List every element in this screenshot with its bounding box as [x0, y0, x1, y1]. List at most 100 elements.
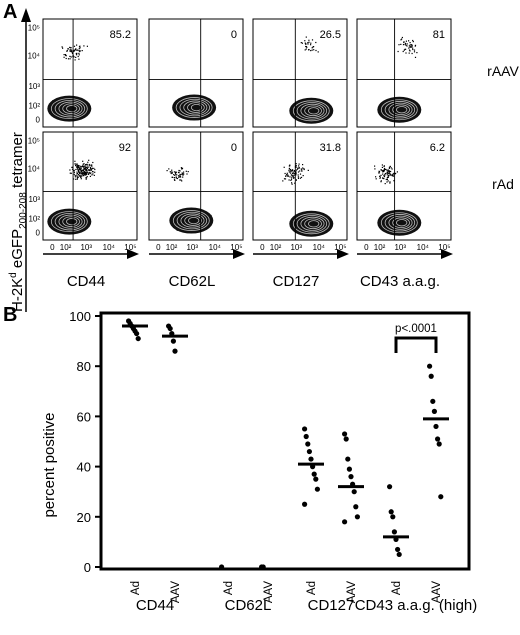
- event-dot: [90, 167, 92, 169]
- event-dot: [89, 166, 91, 168]
- data-point: [390, 514, 396, 520]
- data-point: [396, 551, 402, 558]
- event-dot: [400, 39, 402, 41]
- flow-contour-line: [62, 216, 80, 227]
- event-dot: [87, 173, 90, 175]
- event-dot: [78, 54, 80, 56]
- event-dot: [408, 49, 411, 51]
- flow-contour-line: [176, 211, 208, 230]
- flow-contour-line: [50, 98, 88, 120]
- event-dot: [291, 175, 293, 177]
- flow-density-core: [377, 209, 422, 236]
- flow-contour-line: [179, 98, 210, 117]
- panel-a-y-axis-arrowhead: [21, 8, 31, 22]
- event-dot: [92, 173, 94, 175]
- event-dot: [88, 159, 90, 161]
- flow-x-tick-label: 10³: [290, 243, 302, 252]
- event-dot: [295, 172, 297, 174]
- data-point: [135, 335, 141, 342]
- flow-contour-line: [384, 214, 416, 232]
- event-dot: [84, 170, 86, 173]
- event-dot: [173, 179, 176, 181]
- event-dot: [409, 50, 411, 52]
- flow-contour-line: [187, 102, 205, 113]
- x-series-label: AAV: [346, 581, 358, 603]
- event-dot: [85, 173, 88, 175]
- event-dot: [180, 176, 182, 178]
- event-dot: [82, 160, 84, 162]
- event-dot: [301, 42, 303, 44]
- event-dot: [381, 166, 383, 168]
- event-dot: [290, 170, 292, 172]
- event-dot: [310, 50, 312, 52]
- x-group-label: CD62L: [225, 597, 272, 614]
- flow-contour-line: [300, 103, 325, 118]
- event-dot: [289, 176, 291, 178]
- y-tick-label: 0: [84, 560, 91, 575]
- event-dot: [404, 43, 406, 46]
- event-dot: [178, 176, 180, 178]
- event-dot: [82, 166, 84, 168]
- event-dot: [298, 167, 300, 169]
- flow-contour-line: [190, 103, 203, 112]
- event-dot: [91, 174, 93, 176]
- event-dot: [383, 168, 386, 170]
- event-dot: [79, 167, 81, 169]
- data-point: [345, 456, 351, 462]
- event-dot: [311, 47, 313, 49]
- event-dot: [179, 175, 181, 177]
- event-dot: [171, 171, 173, 173]
- event-dot: [78, 170, 80, 172]
- event-dot: [386, 170, 388, 172]
- event-dot: [85, 177, 88, 179]
- flow-x-axis-arrowhead: [441, 249, 453, 259]
- event-dot: [80, 176, 82, 178]
- event-dot: [290, 169, 292, 171]
- event-dot: [304, 40, 306, 42]
- event-dot: [175, 177, 177, 179]
- event-dot: [293, 170, 296, 172]
- event-dot: [408, 40, 410, 42]
- event-dot: [74, 163, 76, 165]
- event-dot: [301, 170, 303, 172]
- data-point: [387, 484, 393, 490]
- event-dot: [83, 174, 85, 176]
- event-dot: [382, 177, 384, 179]
- marker-label: CD43 a.a.g.: [360, 273, 440, 290]
- event-dot: [284, 178, 287, 180]
- quadrant-percentage: 81: [433, 29, 445, 41]
- event-dot: [82, 163, 84, 165]
- event-dot: [171, 176, 173, 178]
- flow-contour-line: [300, 216, 325, 231]
- event-dot: [284, 172, 286, 175]
- flow-y-tick-label: 0: [36, 115, 41, 124]
- event-dot: [181, 173, 183, 175]
- event-dot: [307, 43, 309, 45]
- flow-contour-line: [392, 217, 410, 229]
- event-dot: [92, 161, 94, 164]
- event-dot: [81, 175, 83, 177]
- event-dot: [67, 48, 69, 50]
- event-dot: [412, 41, 414, 43]
- event-dot: [291, 182, 293, 184]
- data-point-group: [383, 484, 409, 558]
- event-dot: [315, 49, 317, 52]
- event-dot: [182, 173, 184, 175]
- data-point: [170, 338, 176, 344]
- event-dot: [80, 169, 82, 172]
- marker-label: CD127: [273, 273, 320, 290]
- event-dot: [297, 176, 300, 178]
- event-dot: [85, 166, 87, 169]
- event-dot: [392, 175, 395, 177]
- event-dot: [80, 173, 82, 175]
- event-dot: [386, 181, 388, 183]
- event-dot: [83, 165, 85, 167]
- flow-contour-line: [188, 216, 200, 225]
- flow-density-core: [169, 207, 214, 234]
- event-dot: [378, 171, 380, 174]
- flow-x-tick-label: 0: [260, 243, 265, 252]
- event-dot: [76, 178, 78, 180]
- flow-x-tick-label: 10⁵: [124, 243, 136, 252]
- x-series-label: Ad: [306, 581, 318, 595]
- event-dot: [413, 49, 416, 51]
